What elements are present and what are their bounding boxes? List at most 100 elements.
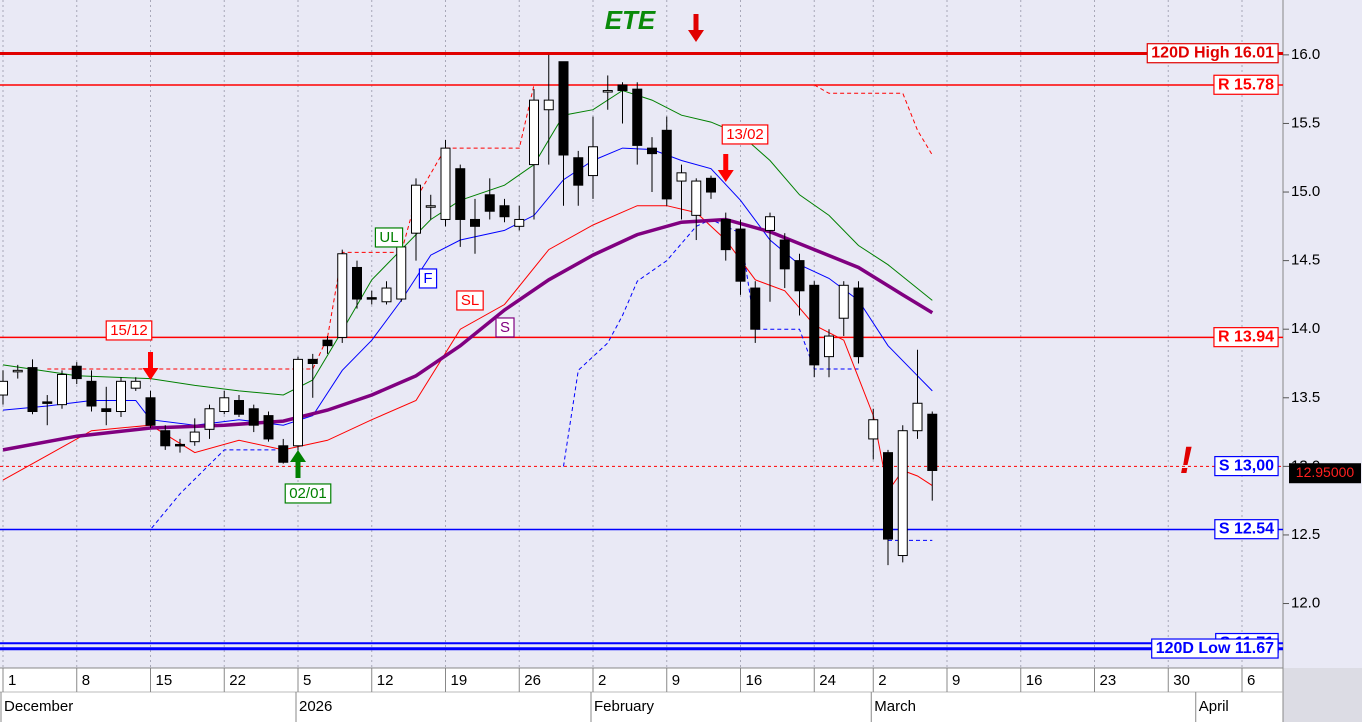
x-tick-label: 9 [672, 672, 680, 689]
candle-body [897, 430, 908, 557]
candle-body [204, 408, 215, 430]
candle-body [160, 430, 171, 447]
month-label: 2026 [299, 698, 332, 715]
y-tick-label: 15.0 [1291, 183, 1320, 200]
signal-label-box [284, 483, 332, 504]
plot [0, 51, 1283, 651]
candle-body [573, 157, 584, 186]
indicator-tag-box [456, 290, 484, 311]
candle-body [248, 408, 259, 426]
candle-body [0, 380, 8, 396]
candle-body [12, 369, 23, 373]
level-label: S 12.54 [1219, 521, 1274, 538]
alert-mark: ! [1180, 440, 1193, 482]
candle-body [337, 253, 348, 338]
candle-body [632, 88, 643, 146]
indicator-tag-box [374, 227, 404, 248]
y-tick-label: 16.0 [1291, 46, 1320, 63]
level-label-box [1214, 455, 1279, 477]
x-tick-label: 16 [1026, 672, 1043, 689]
candle-body [116, 380, 126, 412]
x-tick-label: 5 [303, 672, 311, 689]
candle-body [529, 99, 539, 166]
signal-label-box [105, 320, 153, 341]
candle-body [86, 380, 97, 407]
candle-body [101, 408, 112, 412]
candle-body [145, 397, 156, 426]
candle-body [838, 284, 849, 319]
candle-body [189, 431, 200, 443]
indicator-tag: F [423, 270, 432, 287]
x-tick-label: 6 [1247, 672, 1255, 689]
month-label: December [4, 698, 73, 715]
x-tick-label: 24 [819, 672, 836, 689]
candle-body [661, 129, 672, 200]
candle-body [750, 287, 761, 330]
candle-body [71, 365, 82, 380]
signal-arrow [717, 154, 734, 182]
signal-arrow [290, 450, 306, 478]
candle-body [602, 90, 613, 93]
candle-body [588, 146, 598, 177]
month-label: February [594, 698, 655, 715]
y-tick-label: 12.0 [1291, 595, 1320, 612]
level-label-box [1151, 638, 1279, 659]
month-label: March [874, 698, 916, 715]
level-label-box [1214, 519, 1279, 540]
y-tick-label: 13.5 [1291, 389, 1320, 406]
x-axis-background [0, 668, 1283, 722]
candle-body [234, 400, 244, 415]
candle-body [484, 194, 495, 212]
candle-body [381, 287, 392, 303]
x-tick-label: 2 [878, 672, 886, 689]
y-tick-label: 14.5 [1291, 252, 1320, 269]
signal-arrow [142, 352, 159, 380]
signal-label: 13/02 [726, 126, 764, 143]
candle-body [794, 260, 805, 292]
candle-body [779, 239, 790, 270]
candle-body [765, 216, 775, 231]
level-label: 120D High 16.01 [1151, 45, 1274, 62]
level-label: R 13.94 [1218, 329, 1274, 346]
candle-body [499, 205, 510, 218]
candle-body [322, 339, 333, 347]
candle-body [617, 84, 628, 92]
candle-body [57, 373, 67, 406]
level-label: R 15.78 [1218, 76, 1274, 93]
x-tick-label: 22 [229, 672, 246, 689]
y-tick-label: 12.5 [1291, 526, 1320, 543]
candle-body [706, 177, 716, 193]
candle-body [927, 413, 938, 471]
x-tick-label: 9 [952, 672, 960, 689]
x-tick-label: 26 [524, 672, 541, 689]
x-tick-label: 19 [451, 672, 468, 689]
candle-body [676, 172, 687, 182]
signal-arrow [688, 14, 704, 42]
candle-body [647, 147, 657, 155]
chart-title: ETE [605, 5, 656, 35]
indicator-tag-box [418, 268, 438, 289]
candle-body [42, 401, 53, 404]
month-label: April [1199, 698, 1229, 715]
candle-body [543, 99, 554, 111]
candle-body [514, 218, 525, 227]
indicator-tag: S [500, 319, 510, 336]
candle-body [293, 358, 303, 447]
candle-body [366, 297, 377, 300]
level-label-box [1213, 74, 1279, 95]
candle-body [868, 419, 879, 440]
level-label-box [1213, 327, 1279, 348]
x-tick-label: 1 [8, 672, 16, 689]
candle-body [470, 218, 480, 227]
signal-label: 15/12 [110, 322, 148, 339]
price-tag-label: 12.95000 [1296, 464, 1355, 480]
indicator-line [2, 217, 934, 452]
level-label: S 13,00 [1219, 458, 1274, 475]
signal-label-box [721, 124, 769, 145]
x-tick-label: 23 [1100, 672, 1117, 689]
candle-body [824, 335, 834, 358]
x-tick-label: 16 [746, 672, 763, 689]
candle-body [455, 168, 466, 220]
